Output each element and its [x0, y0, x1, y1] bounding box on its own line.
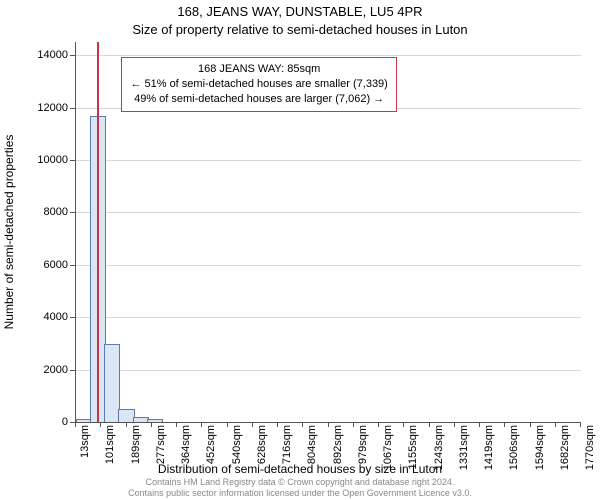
y-tick-mark [70, 55, 75, 56]
y-tick-label: 10000 [8, 154, 68, 166]
x-tick-mark [403, 422, 404, 427]
y-tick-mark [70, 265, 75, 266]
gridline [76, 370, 581, 371]
x-tick-mark [580, 422, 581, 427]
y-tick-mark [70, 160, 75, 161]
footer-line2: Contains public sector information licen… [128, 488, 472, 498]
gridline [76, 160, 581, 161]
y-tick-mark [70, 108, 75, 109]
y-tick-label: 8000 [8, 206, 68, 218]
x-tick-mark [201, 422, 202, 427]
y-tick-mark [70, 317, 75, 318]
plot-area: 168 JEANS WAY: 85sqm← 51% of semi-detach… [75, 42, 581, 423]
x-tick-label: 277sqm [155, 425, 167, 464]
x-tick-mark [429, 422, 430, 427]
y-tick-label: 0 [8, 416, 68, 428]
x-tick-label: 189sqm [130, 425, 142, 464]
x-tick-label: 804sqm [306, 425, 318, 464]
x-tick-mark [227, 422, 228, 427]
x-tick-mark [277, 422, 278, 427]
x-tick-mark [504, 422, 505, 427]
x-tick-mark [378, 422, 379, 427]
footer-line1: Contains HM Land Registry data © Crown c… [146, 477, 455, 487]
y-tick-label: 4000 [8, 311, 68, 323]
chart-title-subtitle: Size of property relative to semi-detach… [0, 22, 600, 37]
y-tick-label: 12000 [8, 102, 68, 114]
x-tick-label: 540sqm [231, 425, 243, 464]
gridline [76, 55, 581, 56]
x-axis-label: Distribution of semi-detached houses by … [0, 462, 600, 476]
x-tick-mark [75, 422, 76, 427]
x-tick-mark [176, 422, 177, 427]
y-tick-label: 2000 [8, 364, 68, 376]
x-tick-mark [555, 422, 556, 427]
x-tick-label: 628sqm [256, 425, 268, 464]
x-tick-mark [252, 422, 253, 427]
x-tick-mark [302, 422, 303, 427]
x-tick-label: 892sqm [332, 425, 344, 464]
x-tick-mark [479, 422, 480, 427]
chart-footer: Contains HM Land Registry data © Crown c… [0, 477, 600, 498]
x-tick-mark [353, 422, 354, 427]
info-line1: 168 JEANS WAY: 85sqm [130, 62, 387, 77]
y-tick-mark [70, 212, 75, 213]
info-line2: ← 51% of semi-detached houses are smalle… [130, 77, 387, 92]
y-tick-label: 14000 [8, 49, 68, 61]
x-tick-mark [100, 422, 101, 427]
info-line3: 49% of semi-detached houses are larger (… [130, 92, 387, 107]
x-tick-mark [126, 422, 127, 427]
x-tick-label: 13sqm [79, 425, 91, 458]
chart-title-address: 168, JEANS WAY, DUNSTABLE, LU5 4PR [0, 4, 600, 19]
gridline [76, 212, 581, 213]
x-tick-label: 452sqm [205, 425, 217, 464]
x-tick-label: 716sqm [281, 425, 293, 464]
x-tick-mark [454, 422, 455, 427]
x-tick-label: 364sqm [180, 425, 192, 464]
x-tick-mark [151, 422, 152, 427]
histogram-bar [147, 419, 163, 422]
info-box: 168 JEANS WAY: 85sqm← 51% of semi-detach… [121, 57, 396, 112]
x-tick-mark [328, 422, 329, 427]
x-tick-mark [530, 422, 531, 427]
y-tick-label: 6000 [8, 259, 68, 271]
chart-container: 168, JEANS WAY, DUNSTABLE, LU5 4PR Size … [0, 0, 600, 500]
gridline [76, 317, 581, 318]
x-tick-label: 979sqm [357, 425, 369, 464]
highlight-line [97, 42, 99, 422]
x-tick-label: 101sqm [104, 425, 116, 464]
y-tick-mark [70, 370, 75, 371]
gridline [76, 265, 581, 266]
